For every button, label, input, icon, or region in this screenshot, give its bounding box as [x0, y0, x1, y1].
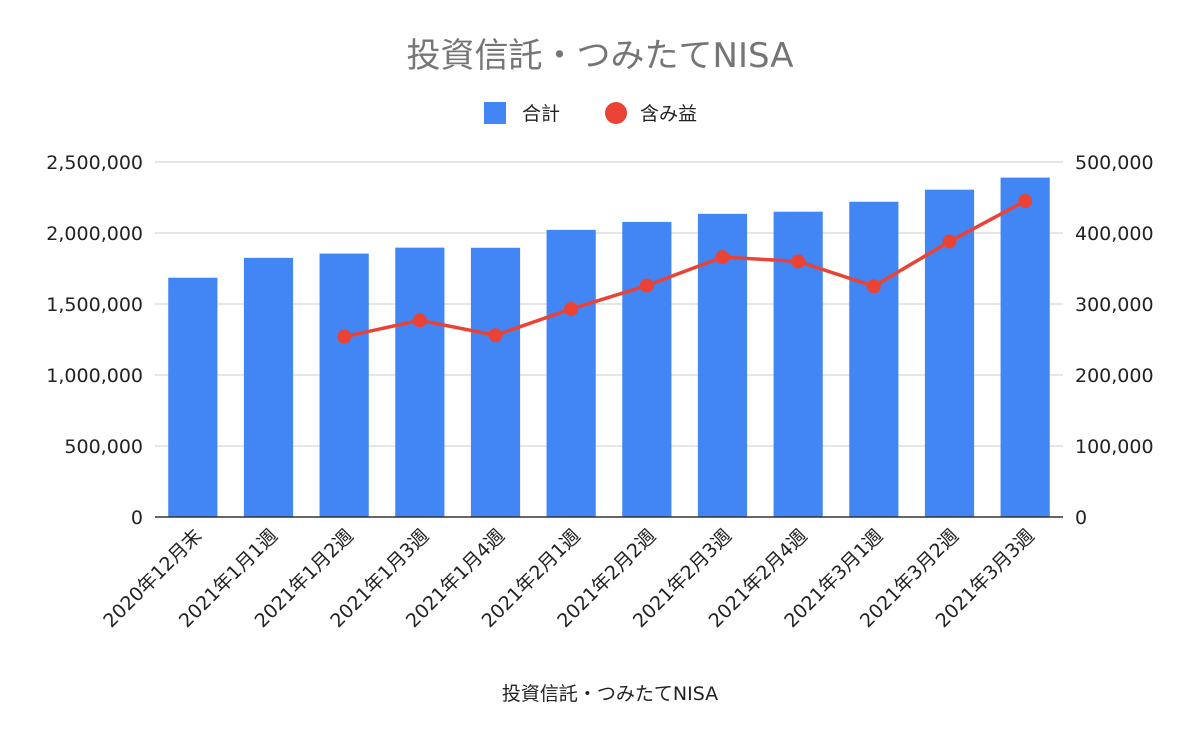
y-tick-label-left: 2,000,000: [46, 223, 143, 245]
data-point: [639, 278, 654, 293]
y-axis-right: 0 100,000 200,000 300,000 400,000 500,000: [1075, 152, 1154, 529]
bar: [622, 221, 672, 517]
series-line: [343, 199, 1026, 339]
bar: [546, 229, 596, 517]
x-axis-title: 投資信託・つみたてNISA: [502, 683, 718, 705]
data-point: [791, 254, 806, 269]
y-tick-label-left: 2,500,000: [46, 152, 143, 174]
y-tick-label-right: 0: [1075, 507, 1087, 529]
data-point: [1018, 194, 1033, 209]
y-tick-label-left: 0: [131, 507, 143, 529]
y-tick-label-right: 500,000: [1075, 152, 1154, 174]
data-point: [564, 301, 579, 316]
x-axis-labels: 2020年12月末2021年1月1週2021年1月2週2021年1月3週2021…: [99, 525, 1038, 632]
legend: 合計 含み益: [484, 102, 697, 125]
legend-label-total: 合計: [522, 103, 560, 125]
bar: [319, 253, 369, 517]
data-point: [412, 313, 427, 328]
data-point: [866, 279, 881, 294]
gridlines: [155, 161, 1063, 447]
data-point: [337, 329, 352, 344]
y-tick-label-right: 400,000: [1075, 223, 1154, 245]
y-tick-label-left: 500,000: [64, 436, 143, 458]
bar: [168, 277, 218, 517]
bar: [243, 257, 294, 517]
data-point: [942, 234, 957, 249]
y-tick-label-right: 200,000: [1075, 365, 1154, 387]
y-axis-left: 0 500,000 1,000,000 1,500,000 2,000,000 2,500…: [46, 152, 143, 529]
bar: [849, 201, 899, 517]
legend-marker-unrealized-gain: [605, 102, 627, 124]
line-series-unrealized-gain: [337, 194, 1033, 344]
legend-label-unrealized-gain: 含み益: [640, 103, 697, 125]
y-tick-label-left: 1,500,000: [46, 294, 143, 316]
y-tick-label-right: 300,000: [1075, 294, 1154, 316]
data-point: [488, 328, 503, 343]
bar: [470, 247, 521, 517]
chart-title: 投資信託・つみたてNISA: [407, 36, 794, 76]
bar-series-total: [168, 177, 1050, 517]
bar: [395, 247, 445, 517]
y-tick-label-right: 100,000: [1075, 436, 1154, 458]
bar: [1000, 177, 1050, 517]
data-point: [715, 250, 730, 265]
legend-swatch-total: [484, 102, 506, 124]
y-tick-label-left: 1,000,000: [46, 365, 143, 387]
